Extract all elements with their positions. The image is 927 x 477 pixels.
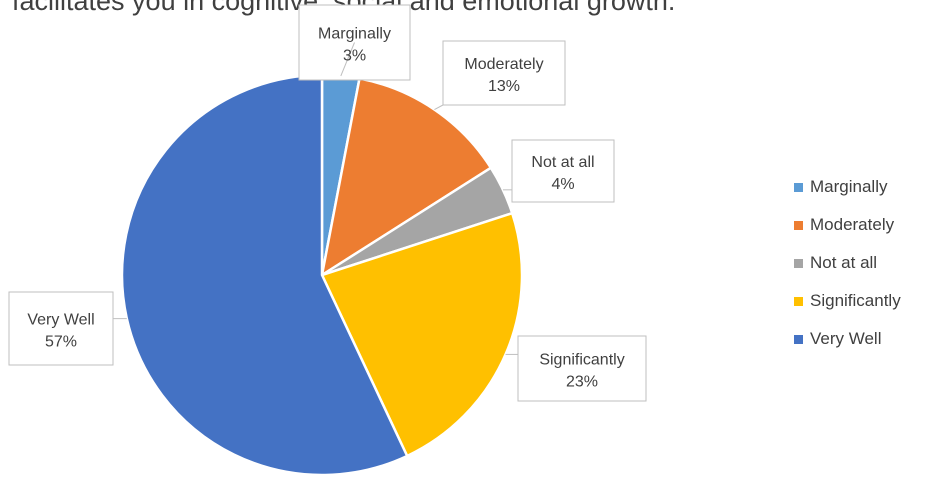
legend-swatch (794, 220, 803, 230)
legend-label: Significantly (810, 291, 901, 310)
data-label-box (517, 335, 647, 402)
data-label-significantly: Significantly 23% (505, 335, 647, 402)
data-label-category: Moderately (464, 56, 543, 73)
legend-item-significantly: Significantly (794, 290, 901, 312)
data-label-box (8, 291, 114, 366)
data-label-moderately: Moderately 13% (434, 40, 566, 111)
data-label-value: 13% (488, 78, 520, 95)
data-label-category: Marginally (318, 26, 391, 43)
data-label-marginally: Marginally 3% (298, 4, 411, 81)
legend-label: Very Well (810, 329, 882, 348)
legend-swatch (794, 182, 803, 192)
legend-label: Not at all (810, 253, 878, 272)
data-label-box (442, 40, 566, 106)
data-label-value: 3% (343, 48, 366, 65)
pie-slice-very-well (120, 73, 409, 477)
legend-item-marginally: Marginally (794, 176, 887, 198)
data-label-not-at-all: Not at all 4% (502, 139, 615, 203)
data-label-category: Significantly (539, 352, 624, 369)
pie-slices (120, 73, 524, 477)
pie-slice-significantly (320, 211, 524, 458)
data-label-box (511, 139, 615, 203)
legend-item-not-at-all: Not at all (794, 252, 877, 274)
data-label-value: 4% (551, 176, 574, 193)
legend-swatch (794, 296, 803, 306)
data-label-value: 23% (566, 374, 598, 391)
data-labels: Marginally 3% Moderately 13% Not at all 4% Sig… (8, 4, 647, 402)
data-label-very-well: Very Well 57% (8, 291, 127, 366)
legend-swatch (794, 258, 803, 268)
leader-line (340, 42, 355, 77)
legend-label: Moderately (810, 215, 895, 234)
legend-item-very-well: Very Well (794, 328, 882, 350)
data-label-value: 57% (45, 334, 77, 351)
leader-line (434, 104, 444, 111)
data-label-category: Not at all (531, 154, 594, 171)
legend-label: Marginally (810, 177, 888, 196)
legend-item-moderately: Moderately (794, 214, 894, 236)
data-label-category: Very Well (27, 312, 94, 329)
legend-swatch (794, 334, 803, 344)
